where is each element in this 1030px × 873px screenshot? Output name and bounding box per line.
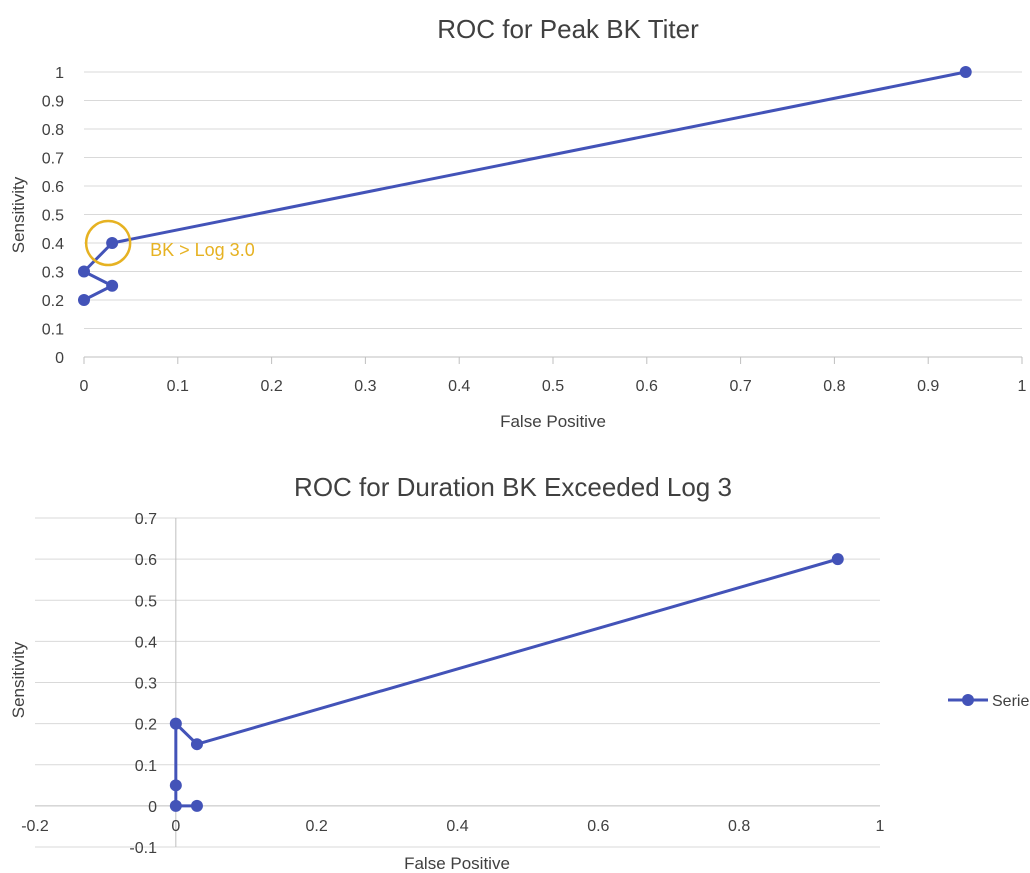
y-tick-label: 0.5	[135, 593, 157, 610]
gridlines	[35, 517, 880, 848]
x-tick-label: 0.9	[917, 378, 939, 395]
x-tick-label: -0.2	[21, 818, 49, 835]
x-tick-label: 0.2	[306, 818, 328, 835]
y-tick-label: 0.7	[135, 511, 157, 528]
data-point	[106, 237, 119, 249]
y-tick-label: 0.5	[42, 208, 64, 225]
x-tick-label: 0.4	[446, 818, 468, 835]
x-tick-label: 0.4	[448, 378, 470, 395]
series	[78, 66, 972, 306]
chart-peak-bk: ROC for Peak BK Titer 0 0.1 0.2 0.3 0.4 0.5 0.…	[9, 14, 1027, 431]
data-point	[831, 553, 844, 566]
y-tick-label: -0.1	[129, 840, 157, 857]
data-point	[78, 265, 90, 278]
y-tick-label: 0.6	[135, 552, 157, 569]
y-tick-label: 0.6	[42, 179, 64, 196]
y-axis-title: Sensitivity	[9, 641, 28, 718]
x-tick-label: 0.2	[260, 378, 282, 395]
data-point	[169, 779, 182, 792]
x-tick-label: 1	[1018, 378, 1027, 395]
x-tick-label: 0.5	[542, 378, 564, 395]
legend: Series1	[948, 693, 1030, 710]
y-tick-label: 0	[55, 350, 64, 367]
chart-title: ROC for Duration BK Exceeded Log 3	[294, 472, 732, 502]
gridlines	[83, 71, 1023, 364]
legend-label: Series1	[992, 693, 1030, 710]
highlight-circle	[84, 219, 132, 267]
x-tick-labels: 0 0.1 0.2 0.3 0.4 0.5 0.6 0.7 0.8 0.9 1	[80, 378, 1027, 395]
data-point	[190, 738, 203, 751]
y-tick-label: 0.9	[42, 94, 64, 111]
data-point	[169, 717, 182, 730]
y-tick-label: 0	[148, 799, 157, 816]
x-tick-label: 0.3	[354, 378, 376, 395]
data-point	[78, 294, 90, 306]
data-point	[169, 799, 182, 812]
y-tick-label: 0.4	[135, 634, 157, 651]
y-tick-label: 0.4	[42, 236, 64, 253]
y-tick-labels: 0 0.1 0.2 0.3 0.4 0.5 0.6 0.7 0.8 0.9 1	[42, 65, 64, 367]
chart-title: ROC for Peak BK Titer	[437, 14, 699, 44]
x-tick-label: 0	[80, 378, 89, 395]
x-axis-title: False Positive	[500, 412, 606, 431]
y-tick-label: 0.2	[42, 293, 64, 310]
x-tick-label: 0.1	[167, 378, 189, 395]
series	[169, 553, 844, 812]
y-tick-label: 0.1	[135, 758, 157, 775]
x-tick-label: 1	[876, 818, 885, 835]
y-tick-label: 0.3	[135, 676, 157, 693]
x-tick-label: 0.6	[587, 818, 609, 835]
y-tick-labels: -0.1 0 0.1 0.2 0.3 0.4 0.5 0.6 0.7	[129, 511, 157, 857]
legend-marker-dot	[962, 694, 974, 706]
data-point	[106, 279, 119, 292]
data-point	[959, 66, 972, 78]
x-tick-label: 0.7	[729, 378, 751, 395]
y-tick-label: 0.2	[135, 717, 157, 734]
y-tick-label: 1	[55, 65, 64, 82]
y-tick-label: 0.1	[42, 322, 64, 339]
y-tick-label: 0.7	[42, 151, 64, 168]
y-tick-label: 0.3	[42, 265, 64, 282]
chart-duration-bk: ROC for Duration BK Exceeded Log 3 -0.1 0…	[9, 472, 1030, 873]
x-tick-labels: -0.2 0 0.2 0.4 0.6 0.8 1	[21, 818, 884, 835]
x-tick-label: 0.8	[823, 378, 845, 395]
y-tick-label: 0.8	[42, 122, 64, 139]
x-axis-title: False Positive	[404, 854, 510, 873]
y-axis-title: Sensitivity	[9, 176, 28, 253]
annotation-label: BK > Log 3.0	[150, 240, 255, 260]
x-tick-label: 0	[171, 818, 180, 835]
x-tick-label: 0.6	[636, 378, 658, 395]
x-tick-label: 0.8	[728, 818, 750, 835]
data-point	[190, 799, 203, 812]
